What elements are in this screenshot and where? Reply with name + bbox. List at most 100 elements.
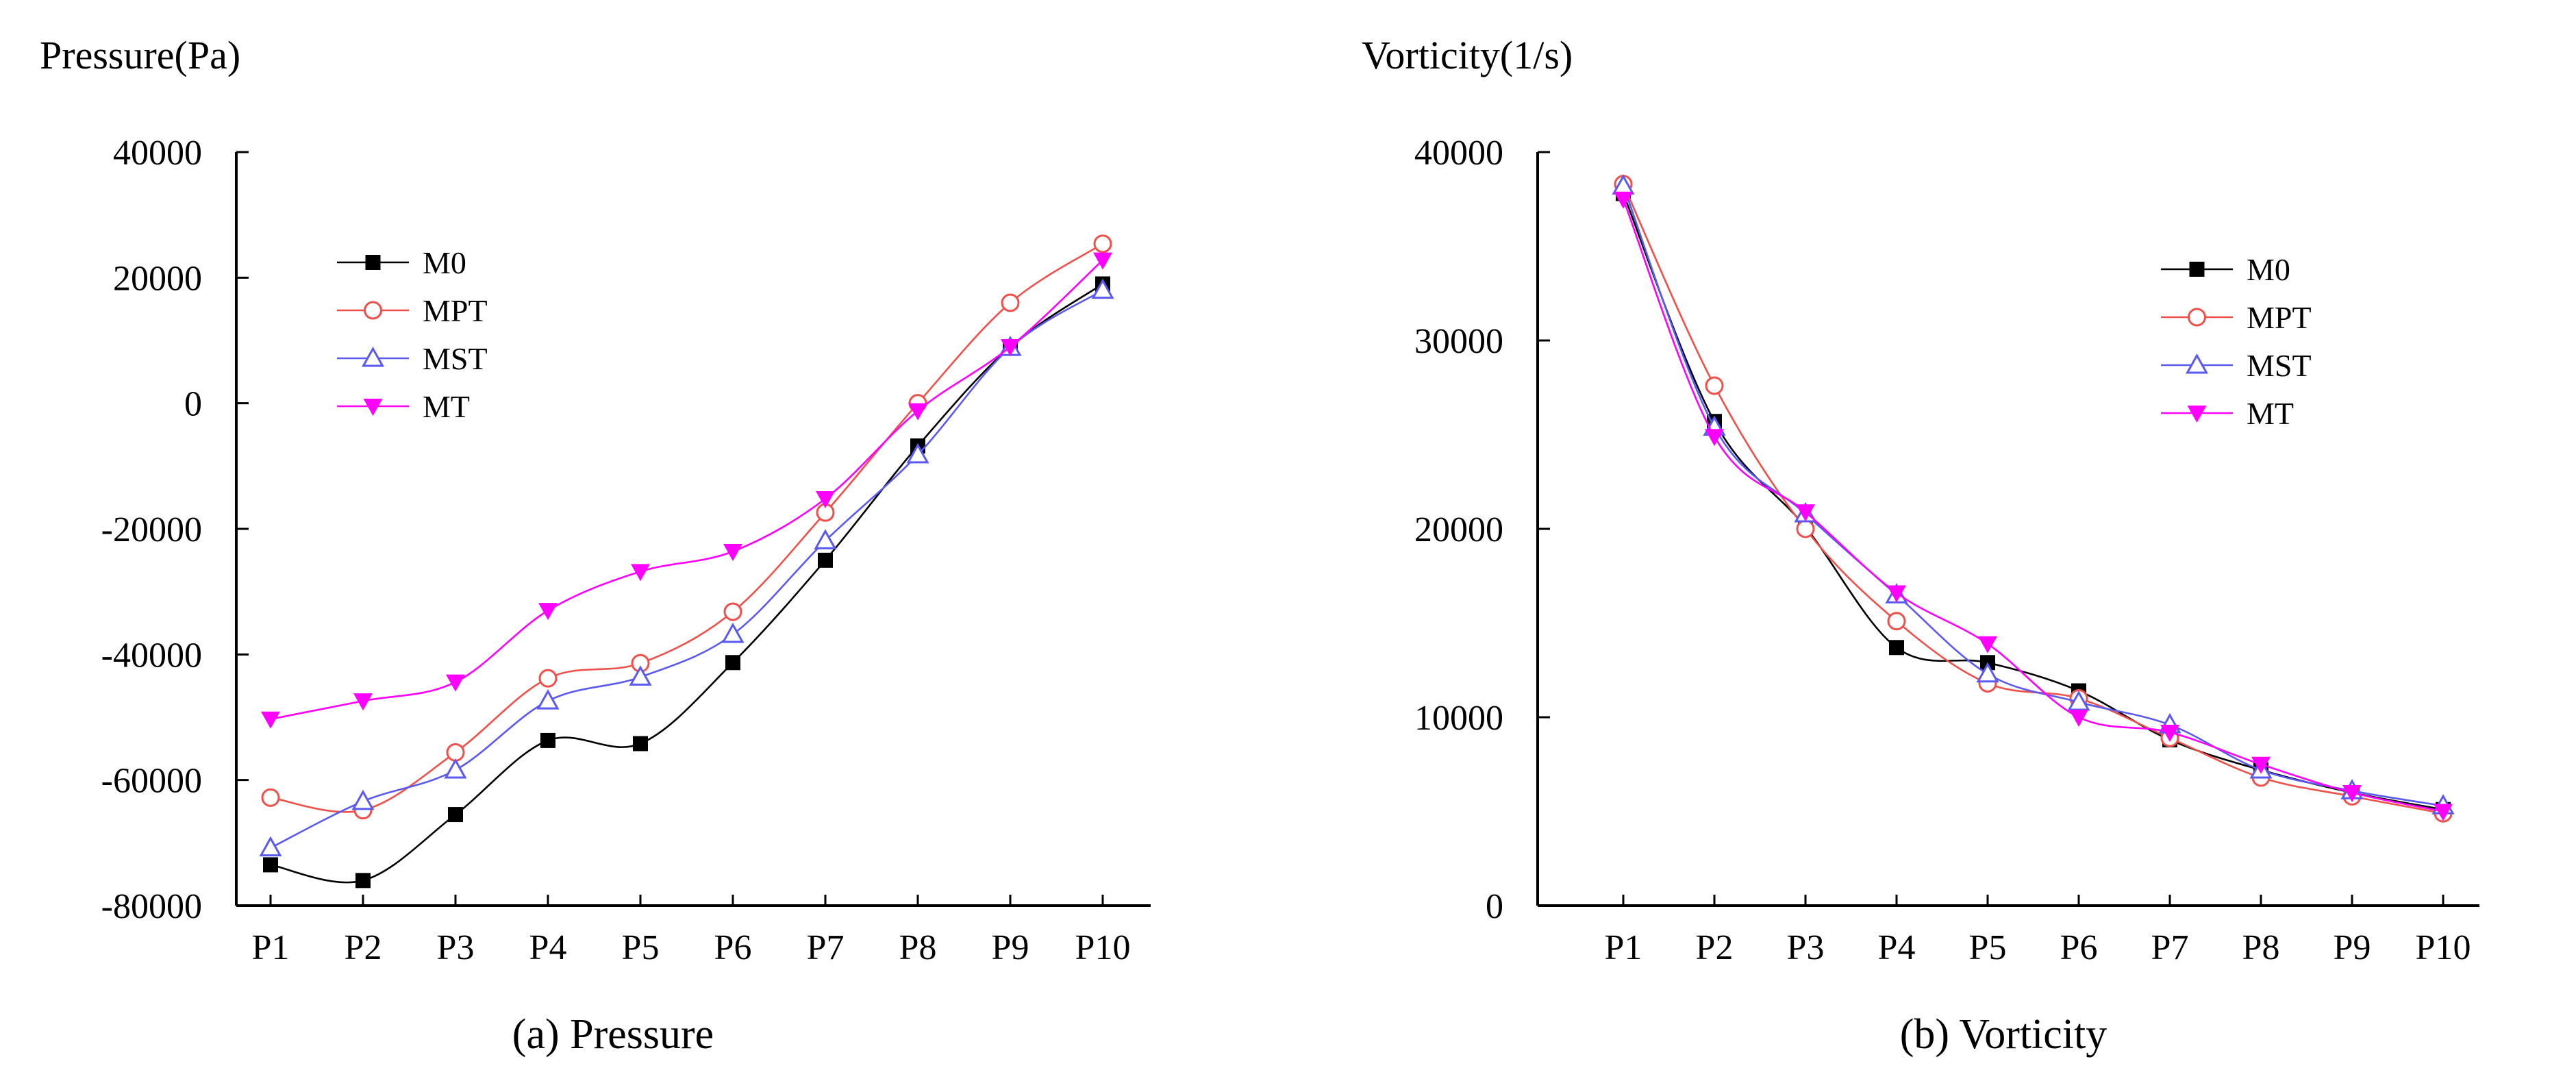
data-point-mpt bbox=[261, 788, 280, 807]
data-point-m0 bbox=[540, 732, 555, 748]
data-point-mpt bbox=[1705, 376, 1724, 395]
data-point-m0 bbox=[818, 552, 833, 568]
vorticity-panel: Vorticity(1/s) (b) Vorticity 0 10000 20000… bbox=[1362, 33, 2479, 1058]
data-point-mt bbox=[2342, 785, 2362, 802]
x-tick-label: P2 bbox=[345, 928, 382, 967]
x-tick-label: P7 bbox=[2151, 928, 2189, 967]
data-point-mst bbox=[351, 789, 375, 810]
data-point-m0 bbox=[1889, 640, 1904, 656]
data-point-mt bbox=[1978, 636, 1997, 654]
x-tick-label: P3 bbox=[437, 928, 475, 967]
data-point-mpt bbox=[1001, 293, 1020, 312]
legend-marker-mt bbox=[363, 399, 383, 416]
y-tick-label: 20000 bbox=[113, 259, 202, 298]
data-point-mst bbox=[721, 622, 745, 643]
y-tick-label: 40000 bbox=[1414, 134, 1503, 173]
y-tick-label: -60000 bbox=[101, 762, 202, 801]
data-point-mt bbox=[2434, 804, 2453, 821]
y-tick-label: -80000 bbox=[101, 887, 202, 926]
x-tick-label: P10 bbox=[2416, 928, 2471, 967]
series-line-m0 bbox=[270, 283, 1103, 884]
legend-marker-mpt bbox=[2188, 308, 2206, 327]
x-tick-label: P5 bbox=[622, 928, 660, 967]
data-point-mpt bbox=[723, 602, 742, 621]
x-tick-label: P9 bbox=[2334, 928, 2371, 967]
x-tick-label: P8 bbox=[2242, 928, 2280, 967]
legend-label-mst: MST bbox=[423, 341, 488, 376]
legend-marker-mt bbox=[2187, 406, 2207, 423]
x-tick-label: P5 bbox=[1969, 928, 2007, 967]
y-tick-label: 30000 bbox=[1414, 322, 1503, 361]
data-point-mt bbox=[538, 603, 558, 621]
data-point-m0 bbox=[448, 807, 463, 823]
data-point-mst bbox=[536, 689, 560, 710]
data-point-mt bbox=[2160, 725, 2179, 742]
data-point-mt bbox=[261, 711, 280, 729]
data-point-mst bbox=[629, 665, 652, 686]
data-point-mpt bbox=[1796, 519, 1815, 538]
series-line-mt bbox=[1622, 199, 2444, 812]
x-tick-label: P7 bbox=[807, 928, 845, 967]
vorticity-plot: 0 10000 20000 30000 40000 P1 P2 P3 P4 P5 P6 P7 P8 P9 P… bbox=[1414, 134, 2479, 967]
vorticity-axis-title: Vorticity(1/s) bbox=[1362, 33, 1573, 77]
legend-marker-m0 bbox=[365, 255, 381, 270]
legend-label-mpt: MPT bbox=[423, 293, 488, 328]
data-point-m0 bbox=[725, 655, 740, 671]
x-tick-label: P8 bbox=[899, 928, 937, 967]
series-line-mpt bbox=[1622, 184, 2444, 815]
series-line-mst bbox=[1622, 186, 2444, 807]
y-tick-label: 40000 bbox=[113, 134, 202, 173]
legend-label-mt: MT bbox=[2247, 396, 2294, 431]
series-line-mpt bbox=[270, 243, 1103, 813]
x-tick-label: P6 bbox=[714, 928, 752, 967]
x-tick-label: P3 bbox=[1787, 928, 1825, 967]
data-point-mt bbox=[631, 564, 650, 582]
data-point-mpt bbox=[538, 669, 558, 688]
y-tick-label: -40000 bbox=[101, 636, 202, 675]
legend-label-mt: MT bbox=[423, 389, 470, 424]
data-point-mst bbox=[1976, 662, 1999, 683]
data-point-mt bbox=[1887, 585, 1906, 603]
x-tick-label: P10 bbox=[1075, 928, 1131, 967]
x-tick-label: P1 bbox=[252, 928, 290, 967]
legend-marker-m0 bbox=[2189, 262, 2205, 277]
series-line-m0 bbox=[1622, 193, 2444, 811]
y-tick-label: 10000 bbox=[1414, 699, 1503, 738]
x-tick-label: P6 bbox=[2060, 928, 2098, 967]
legend-marker-mst bbox=[361, 346, 385, 367]
y-tick-label: 20000 bbox=[1414, 510, 1503, 549]
series-line-mt bbox=[270, 259, 1103, 721]
data-point-mst bbox=[1091, 278, 1114, 299]
data-point-mst bbox=[814, 529, 837, 549]
x-tick-label: P4 bbox=[529, 928, 567, 967]
y-tick-label: 0 bbox=[184, 385, 202, 424]
data-point-mt bbox=[723, 544, 742, 561]
y-tick-label: -20000 bbox=[101, 510, 202, 549]
data-point-mt bbox=[1705, 429, 1724, 447]
data-point-mst bbox=[259, 836, 282, 857]
data-point-mpt bbox=[1887, 612, 1906, 631]
legend-label-m0: M0 bbox=[2247, 252, 2290, 287]
data-point-mt bbox=[908, 403, 927, 421]
x-tick-label: P9 bbox=[992, 928, 1029, 967]
data-point-mt bbox=[1796, 504, 1815, 522]
data-point-m0 bbox=[633, 736, 648, 751]
legend-label-m0: M0 bbox=[423, 245, 466, 280]
pressure-panel: Pressure(Pa) (a) Pressure -80000 -60000 -4… bbox=[40, 33, 1151, 1058]
data-point-mt bbox=[1614, 191, 1633, 209]
data-point-mst bbox=[444, 758, 467, 779]
data-point-mpt bbox=[1093, 234, 1112, 253]
legend-label-mst: MST bbox=[2247, 348, 2312, 383]
data-point-mt bbox=[446, 674, 465, 692]
x-tick-label: P1 bbox=[1605, 928, 1642, 967]
pressure-caption: (a) Pressure bbox=[512, 1011, 714, 1058]
data-point-mt bbox=[2251, 756, 2271, 774]
data-point-mt bbox=[1093, 252, 1112, 270]
x-tick-label: P2 bbox=[1696, 928, 1734, 967]
data-point-mt bbox=[353, 693, 373, 711]
legend-marker-mst bbox=[2185, 353, 2209, 374]
data-point-mt bbox=[816, 491, 835, 508]
legend-label-mpt: MPT bbox=[2247, 300, 2312, 335]
pressure-axis-title: Pressure(Pa) bbox=[40, 33, 240, 77]
